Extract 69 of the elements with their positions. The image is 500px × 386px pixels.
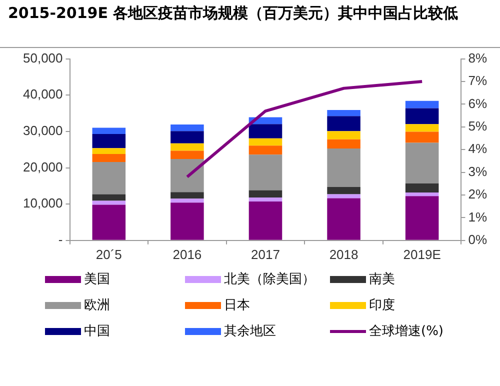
legend-label: 其余地区 xyxy=(224,323,276,340)
bar xyxy=(248,202,282,240)
legend-label: 北美（除美国） xyxy=(224,271,315,288)
bar xyxy=(327,194,360,198)
bar xyxy=(170,192,204,199)
bar xyxy=(405,192,439,196)
bar xyxy=(327,110,360,116)
bar xyxy=(248,154,282,190)
bar xyxy=(92,194,126,201)
y2-tick-label: 6% xyxy=(468,96,488,111)
bar xyxy=(327,198,360,240)
bar xyxy=(170,150,204,160)
legend-label: 欧洲 xyxy=(84,297,110,314)
bar xyxy=(170,202,204,240)
bar xyxy=(92,204,126,240)
bar xyxy=(248,190,282,198)
y2-tick-label: 2% xyxy=(468,186,488,202)
bar xyxy=(405,108,439,124)
bar xyxy=(248,138,282,146)
y-tick-label: 20,000 xyxy=(22,159,63,174)
x-tick-label: 2018 xyxy=(329,246,358,262)
bar xyxy=(248,146,282,155)
bar xyxy=(170,198,204,203)
bar xyxy=(405,132,439,143)
legend-label: 日本 xyxy=(224,297,250,314)
bar xyxy=(327,187,360,194)
bar xyxy=(405,196,439,240)
x-tick-label: 2019E xyxy=(403,246,442,262)
chart-title: 2015-2019E 各地区疫苗市场规模（百万美元）其中中国占比较低 xyxy=(0,0,500,48)
y-tick-label: 40,000 xyxy=(22,86,63,102)
bar xyxy=(170,143,204,151)
y2-tick-label: 1% xyxy=(468,209,488,224)
y-tick-label: 30,000 xyxy=(22,123,63,138)
bar xyxy=(405,124,439,132)
legend-label: 美国 xyxy=(84,271,110,288)
y2-tick-label: 7% xyxy=(468,73,488,88)
bar xyxy=(327,139,360,149)
y2-tick-label: 3% xyxy=(468,164,488,179)
bar xyxy=(405,183,439,192)
x-tick-label: 20´5 xyxy=(96,246,122,262)
bar xyxy=(405,142,439,184)
legend-label: 全球增速(%) xyxy=(369,323,444,340)
bar xyxy=(92,128,126,134)
bar xyxy=(327,131,360,140)
bar xyxy=(92,154,126,162)
bar xyxy=(170,124,204,132)
legend-label: 印度 xyxy=(369,297,395,314)
y-tick-label: 50,000 xyxy=(22,50,63,66)
y2-tick-label: 0% xyxy=(468,232,488,247)
bar xyxy=(92,148,126,154)
y2-tick-label: 4% xyxy=(468,141,488,156)
y2-tick-label: 5% xyxy=(468,118,488,134)
y2-tick-label: 8% xyxy=(468,50,488,66)
y-tick-label: 10,000 xyxy=(22,196,63,211)
bar xyxy=(327,116,360,132)
x-tick-label: 2017 xyxy=(251,246,280,262)
x-tick-label: 2016 xyxy=(172,246,202,262)
bar xyxy=(170,131,204,144)
y-tick-label: - xyxy=(58,232,63,247)
bar xyxy=(248,198,282,202)
bar xyxy=(170,159,204,192)
legend-label: 南美 xyxy=(369,271,395,288)
bar xyxy=(92,162,126,194)
bar xyxy=(92,134,126,148)
legend-label: 中国 xyxy=(84,323,110,340)
bar xyxy=(92,200,126,205)
bar xyxy=(405,100,439,108)
bar xyxy=(248,124,282,138)
bar xyxy=(327,148,360,188)
